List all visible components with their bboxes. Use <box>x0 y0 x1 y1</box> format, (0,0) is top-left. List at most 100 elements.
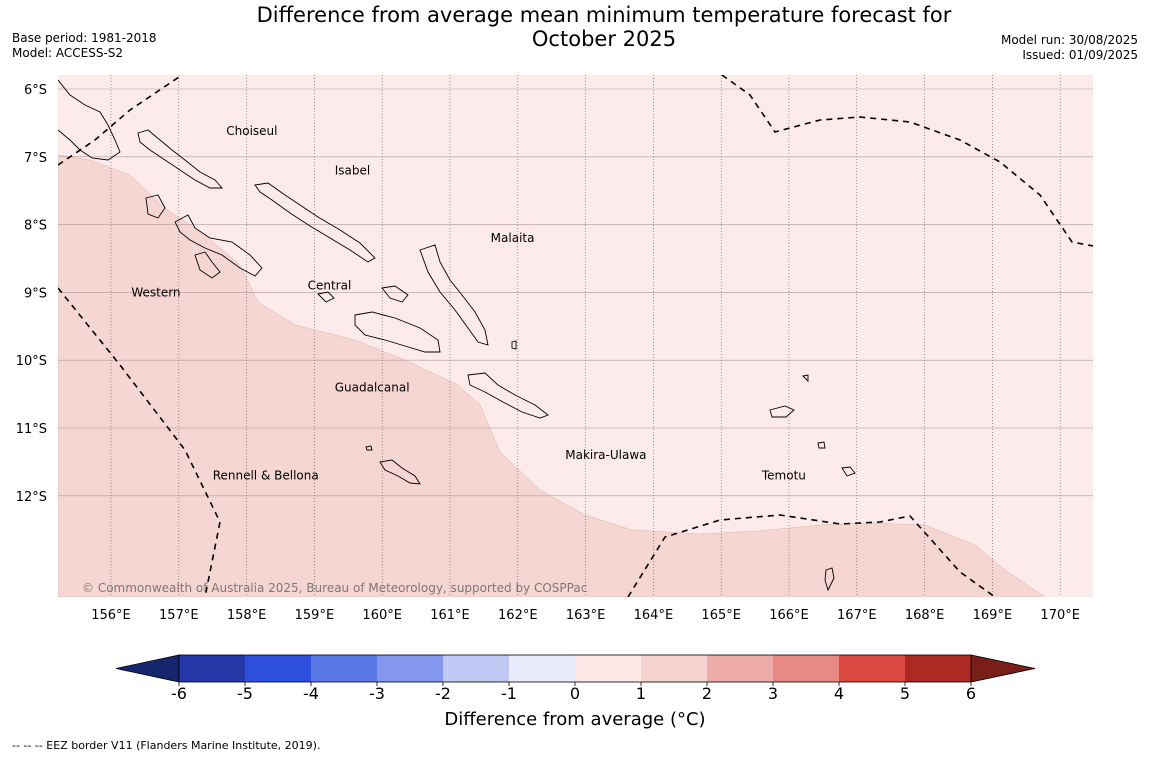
colorbar-segment <box>179 655 245 682</box>
lat-label: 9°S <box>24 286 47 301</box>
lon-label: 160°E <box>362 608 402 623</box>
colorbar-over-triangle <box>970 654 1036 683</box>
colorbar-segment <box>377 655 443 682</box>
lon-label: 170°E <box>1040 608 1080 623</box>
island-ndende <box>769 405 795 418</box>
lon-label: 157°E <box>159 608 199 623</box>
island-isabel <box>254 182 376 263</box>
island-bougainville <box>58 79 121 161</box>
province-label: Isabel <box>335 163 370 177</box>
lat-label: 12°S <box>16 490 47 505</box>
lon-label: 167°E <box>837 608 877 623</box>
island-vella-lavella <box>145 194 166 219</box>
island-utupua <box>817 441 826 449</box>
colorbar: -6 -5 -4 -3 -2 -1 0 1 2 3 4 5 6 <box>115 654 1036 703</box>
chart-title: Difference from average mean minimum tem… <box>200 3 1008 51</box>
lon-label: 159°E <box>295 608 335 623</box>
island-malaita <box>419 244 489 346</box>
eez-border-north-west <box>58 75 183 166</box>
lat-label: 7°S <box>24 151 47 166</box>
meta-left: Base period: 1981-2018 Model: ACCESS-S2 <box>12 31 157 61</box>
colorbar-segment <box>707 655 773 682</box>
lon-label: 166°E <box>769 608 809 623</box>
eez-border-south-east <box>627 514 996 597</box>
colorbar-segment <box>245 655 311 682</box>
lat-label: 11°S <box>16 422 47 437</box>
base-period: Base period: 1981-2018 <box>12 31 157 45</box>
lon-label: 165°E <box>701 608 741 623</box>
colorbar-segment <box>509 655 575 682</box>
lat-label: 8°S <box>24 219 47 234</box>
island-guadalcanal <box>354 311 441 353</box>
lon-label: 158°E <box>227 608 267 623</box>
colorbar-label: Difference from average (°C) <box>444 709 706 730</box>
eez-border-north-east <box>721 75 1093 247</box>
map-copyright: © Commonwealth of Australia 2025, Bureau… <box>82 581 587 595</box>
eez-footnote: -- -- -- EEZ border V11 (Flanders Marine… <box>12 739 321 752</box>
province-labels: Choiseul Isabel Malaita Western Central Guada… <box>131 124 806 482</box>
island-vanikoro <box>841 466 856 477</box>
colorbar-tick-label: -6 <box>171 684 187 703</box>
meta-right: Model run: 30/08/2025 Issued: 01/09/2025 <box>1001 33 1138 63</box>
island-nggela <box>381 285 409 303</box>
lon-label: 163°E <box>566 608 606 623</box>
colorbar-tick-label: 5 <box>900 684 910 703</box>
colorbar-under-triangle <box>115 654 180 683</box>
colorbar-tick-label: 4 <box>834 684 844 703</box>
anomaly-band-1-2 <box>58 154 1046 597</box>
colorbar-segment <box>575 655 641 682</box>
colorbar-segment <box>443 655 509 682</box>
longitude-labels: 156°E 157°E 158°E 159°E 160°E 161°E 162°E 163°E… <box>91 608 1080 623</box>
island-duff <box>802 374 809 383</box>
island-rendova <box>194 251 221 279</box>
map-area: © Commonwealth of Australia 2025, Bureau… <box>58 75 1093 597</box>
issued-date: Issued: 01/09/2025 <box>1022 48 1138 62</box>
province-label: Guadalcanal <box>335 380 410 394</box>
lon-label: 169°E <box>973 608 1013 623</box>
colorbar-segment <box>773 655 839 682</box>
colorbar-segment <box>311 655 377 682</box>
lon-label: 168°E <box>905 608 945 623</box>
island-makira <box>467 372 549 419</box>
colorbar-tick-label: -5 <box>237 684 253 703</box>
lon-label: 156°E <box>91 608 131 623</box>
island-choiseul <box>137 129 223 189</box>
latitude-labels: 6°S 7°S 8°S 9°S 10°S 11°S 12°S <box>16 83 47 505</box>
lon-label: 161°E <box>430 608 470 623</box>
eez-border-west <box>58 287 221 597</box>
island-ulawa <box>511 340 517 350</box>
island-rennell <box>379 459 421 485</box>
colorbar-tick-label: -1 <box>501 684 517 703</box>
colorbar-tick-label: -2 <box>435 684 451 703</box>
colorbar-tick-label: -3 <box>369 684 385 703</box>
island-anuta <box>824 567 835 592</box>
province-label: Malaita <box>491 231 535 245</box>
province-label: Western <box>131 285 180 299</box>
colorbar-tick-label: 3 <box>768 684 778 703</box>
lon-label: 162°E <box>498 608 538 623</box>
graticule <box>58 75 1093 597</box>
island-bellona <box>365 445 373 451</box>
colorbar-tick-label: 6 <box>966 684 976 703</box>
colorbar-tick-label: 1 <box>636 684 646 703</box>
colorbar-tick-label: -4 <box>303 684 319 703</box>
islands <box>58 79 856 592</box>
island-russell <box>317 291 335 303</box>
colorbar-segment <box>905 655 971 682</box>
province-label: Rennell & Bellona <box>213 468 319 482</box>
colorbar-tick-label: 2 <box>702 684 712 703</box>
province-label: Makira-Ulawa <box>565 448 646 462</box>
lat-label: 10°S <box>16 354 47 369</box>
colorbar-segment <box>641 655 707 682</box>
province-label: Temotu <box>761 468 806 482</box>
model-name: Model: ACCESS-S2 <box>12 46 124 60</box>
eez-borders <box>58 75 1093 597</box>
title-line-1: Difference from average mean minimum tem… <box>256 3 952 27</box>
model-run: Model run: 30/08/2025 <box>1000 33 1138 47</box>
province-label: Central <box>308 279 352 293</box>
title-line-2: October 2025 <box>531 27 677 51</box>
province-label: Choiseul <box>226 124 277 138</box>
lon-label: 164°E <box>634 608 674 623</box>
colorbar-tick-label: 0 <box>570 684 580 703</box>
